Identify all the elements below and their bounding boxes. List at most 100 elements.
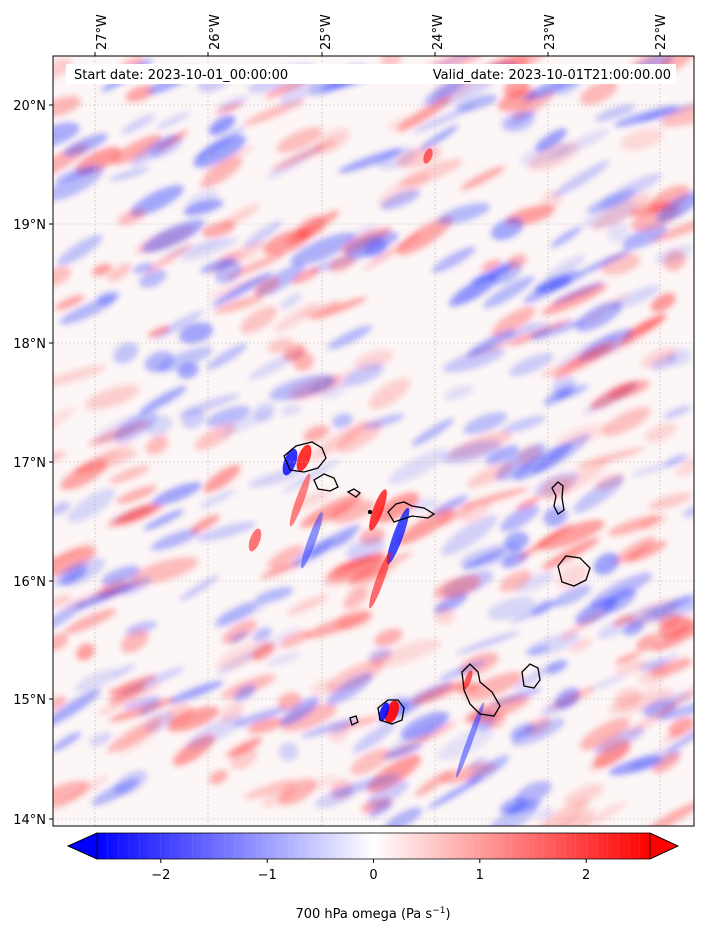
- field-patch: [326, 672, 374, 706]
- field-patch: [229, 631, 248, 643]
- field-patch: [657, 616, 693, 639]
- lon-label-23w: 23°W: [543, 14, 558, 50]
- field-patch: [327, 325, 373, 350]
- field-patch: [464, 671, 523, 701]
- field-patch: [266, 545, 304, 569]
- lon-label-25w: 25°W: [319, 14, 334, 50]
- field-patch: [528, 142, 580, 171]
- field-patch: [230, 747, 258, 770]
- field-patch: [619, 128, 664, 151]
- field-patch: [63, 608, 117, 634]
- lon-label-26w: 26°W: [208, 14, 223, 50]
- field-patch: [648, 493, 692, 510]
- colorbar-title-main: 700 hPa omega (Pa s: [295, 907, 432, 922]
- field-patch: [511, 718, 565, 747]
- field-patch: [326, 660, 384, 693]
- field-patch: [457, 268, 512, 302]
- field-patch: [96, 291, 120, 304]
- field-patch: [113, 663, 135, 677]
- field-patch: [514, 571, 556, 593]
- field-patch: [644, 801, 694, 826]
- lat-label-19n: 19°N: [13, 218, 46, 233]
- lat-label-14n: 14°N: [13, 813, 46, 828]
- colorbar-title-close: ): [445, 907, 450, 922]
- field-patch: [438, 503, 475, 527]
- field-patch: [113, 411, 158, 443]
- field-patch: [179, 575, 219, 602]
- field-patch: [330, 500, 375, 524]
- field-patch: [380, 189, 421, 210]
- field-patch: [280, 696, 320, 726]
- lat-label-15n: 15°N: [13, 693, 46, 708]
- field-patch: [463, 412, 508, 435]
- field-patch: [434, 605, 455, 625]
- field-patch: [109, 465, 150, 484]
- field-patch: [226, 737, 263, 758]
- field-patch: [53, 780, 90, 809]
- field-patch: [504, 531, 529, 551]
- field-patch: [612, 284, 661, 310]
- lat-label-17n: 17°N: [13, 456, 46, 471]
- field-patch: [639, 514, 667, 531]
- field-patch: [570, 801, 627, 826]
- colorbar-ticks: −2 −1 0 1 2: [151, 859, 590, 883]
- field-patch: [214, 601, 258, 628]
- field-streak: [301, 511, 323, 569]
- field-patch: [534, 276, 573, 293]
- field-patch: [368, 801, 393, 818]
- lat-label-16n: 16°N: [13, 575, 46, 590]
- field-patch: [336, 421, 383, 453]
- field-patch: [323, 556, 386, 587]
- field-patch: [444, 385, 474, 400]
- field-patch: [455, 631, 521, 655]
- field-patch: [343, 587, 369, 609]
- island-santiago: [461, 663, 501, 717]
- field-patch: [467, 462, 514, 488]
- field-patch: [582, 382, 640, 415]
- field-patch: [200, 157, 243, 188]
- field-patch: [552, 376, 577, 397]
- field-patch: [113, 770, 148, 795]
- field-patch: [177, 363, 199, 379]
- field-patch: [53, 122, 80, 148]
- field-patch: [217, 96, 249, 110]
- field-patch: [53, 502, 71, 515]
- field-patch: [541, 694, 579, 716]
- field-patch: [252, 643, 276, 661]
- field-patch: [53, 451, 66, 463]
- field-patch: [309, 420, 370, 460]
- field-patch: [57, 234, 103, 266]
- field-patch: [352, 721, 396, 754]
- field-patch: [550, 226, 582, 248]
- field-patch: [193, 135, 246, 168]
- field-patch: [598, 173, 662, 208]
- field-patch: [303, 300, 342, 318]
- field-patch: [411, 681, 466, 705]
- field-patch: [300, 493, 362, 528]
- field-patch: [208, 114, 236, 136]
- graticule: [53, 56, 694, 826]
- field-patch: [602, 407, 651, 436]
- field-patch: [485, 445, 519, 465]
- field-patch: [310, 297, 368, 320]
- field-streak: [296, 444, 312, 472]
- island-fogo: [377, 699, 405, 725]
- lon-label-22w: 22°W: [654, 14, 669, 50]
- field-patch: [346, 537, 385, 561]
- field-patch: [253, 402, 276, 423]
- start-date-label: Start date: 2023-10-01_00:00:00: [74, 68, 288, 83]
- field-patch: [279, 77, 318, 106]
- colorbar-tick-label: 0: [369, 868, 377, 883]
- field-patch: [154, 310, 204, 340]
- field-patch: [641, 347, 678, 368]
- field-patch: [460, 487, 530, 508]
- field-patch: [396, 508, 455, 546]
- field-patch: [606, 222, 629, 242]
- field-patch: [117, 208, 146, 226]
- field-patch: [499, 797, 527, 815]
- field-patch: [541, 537, 600, 570]
- field-patch: [186, 714, 245, 749]
- field-patch: [442, 347, 506, 373]
- field-patch: [507, 253, 527, 269]
- field-patch: [247, 717, 284, 734]
